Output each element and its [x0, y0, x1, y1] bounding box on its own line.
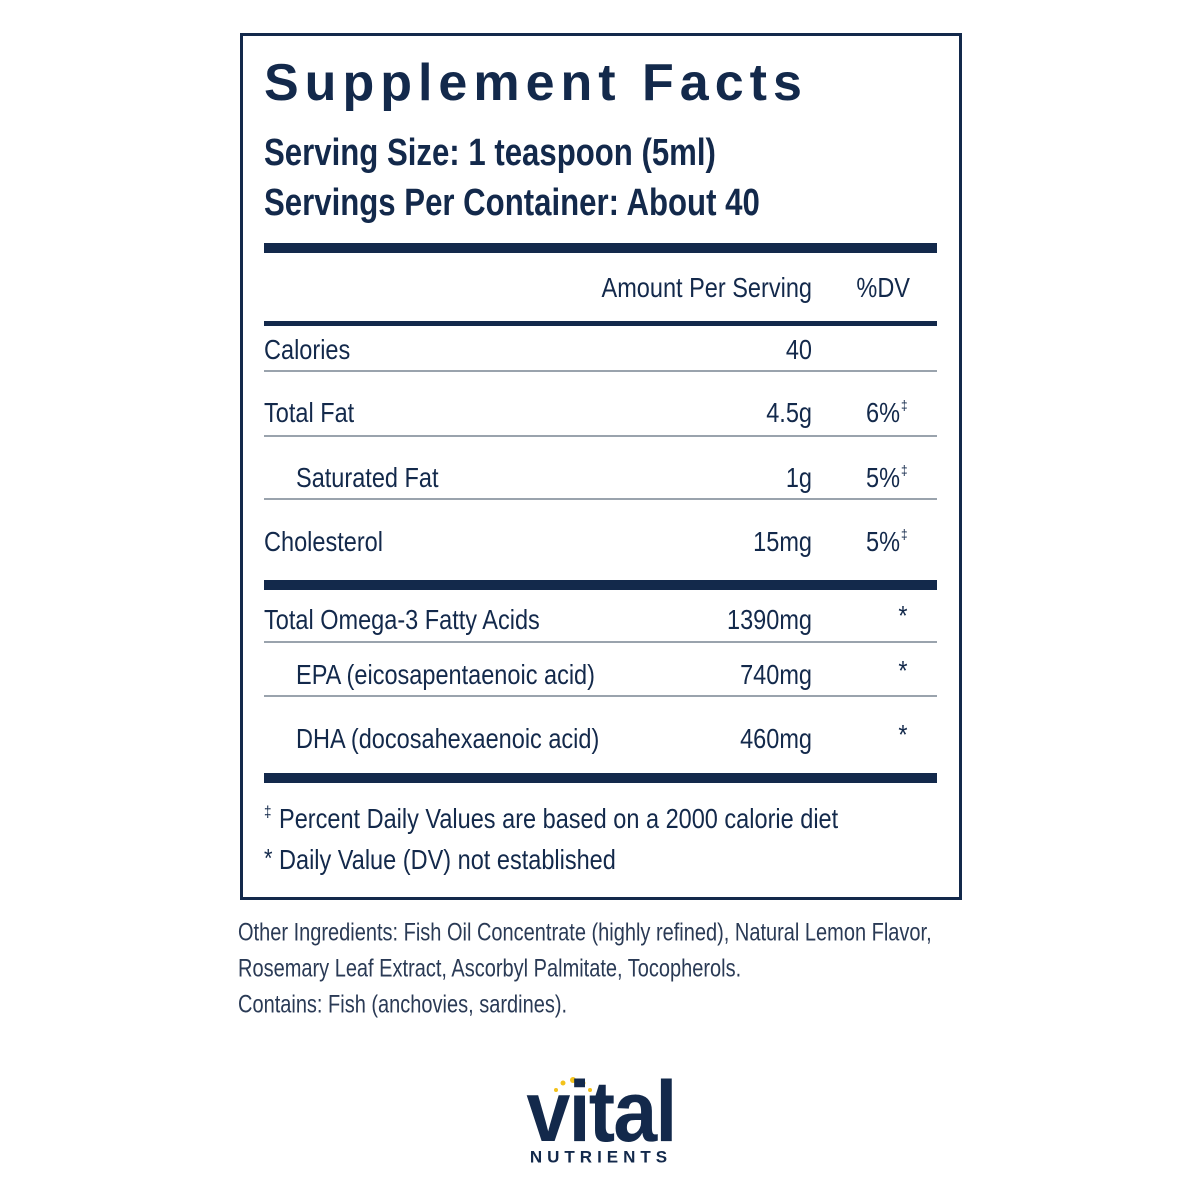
ingredients-line: Rosemary Leaf Extract, Ascorbyl Palmitat… [238, 954, 742, 983]
row-divider [264, 370, 937, 372]
serving-size: Serving Size: 1 teaspoon (5ml) [264, 132, 716, 174]
footnote-symbol: ‡ [264, 804, 272, 821]
nutrient-amount: 15mg [753, 526, 812, 557]
nutrient-dv: 5% [866, 462, 900, 493]
nutrient-dv: * [898, 719, 908, 750]
footnote-symbol: * [264, 843, 273, 873]
nutrient-name: Total Fat [264, 397, 355, 428]
logo-wordmark: vital [526, 1064, 677, 1160]
logo-tagline: NUTRIENTS [529, 1147, 673, 1167]
facts-panel [240, 33, 962, 900]
row-divider [264, 498, 937, 500]
amount-header: Amount Per Serving [601, 272, 812, 303]
nutrient-dv: 6% [866, 397, 900, 428]
servings-per-container: Servings Per Container: About 40 [264, 182, 760, 224]
nutrient-amount: 460mg [740, 723, 812, 754]
nutrient-name: Cholesterol [264, 526, 383, 557]
nutrient-name: Calories [264, 334, 351, 365]
footnote-text: Percent Daily Values are based on a 2000… [279, 803, 839, 834]
nutrient-name: Saturated Fat [296, 462, 439, 493]
panel-title: Supplement Facts [264, 54, 808, 112]
nutrient-amount: 1g [785, 462, 812, 493]
row-divider [264, 435, 937, 437]
nutrient-amount: 740mg [740, 659, 812, 690]
dv-footnote-mark: ‡ [901, 397, 908, 413]
divider-bar [264, 243, 937, 253]
ingredients-line: Contains: Fish (anchovies, sardines). [238, 990, 568, 1019]
row-divider [264, 641, 937, 643]
nutrient-name: Total Omega-3 Fatty Acids [264, 604, 540, 635]
dv-footnote-mark: ‡ [901, 462, 908, 478]
nutrient-name: EPA (eicosapentaenoic acid) [296, 659, 595, 690]
nutrient-amount: 40 [785, 334, 812, 365]
dv-footnote-mark: ‡ [901, 526, 908, 542]
ingredients-line: Other Ingredients: Fish Oil Concentrate … [238, 918, 932, 947]
divider-bar [264, 320, 937, 326]
nutrient-name: DHA (docosahexaenoic acid) [296, 723, 600, 754]
nutrient-amount: 4.5g [766, 397, 812, 428]
nutrient-amount: 1390mg [727, 604, 812, 635]
dv-header: %DV [856, 272, 910, 303]
nutrient-dv: 5% [866, 526, 900, 557]
footnote-text: Daily Value (DV) not established [279, 844, 616, 875]
divider-bar [264, 773, 937, 783]
nutrient-dv: * [898, 655, 908, 686]
row-divider [264, 695, 937, 697]
divider-bar [264, 580, 937, 590]
nutrient-dv: * [898, 600, 908, 631]
